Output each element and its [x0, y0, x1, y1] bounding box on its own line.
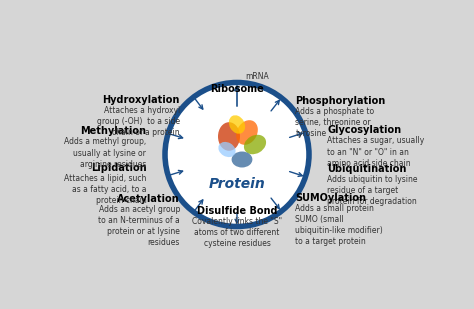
Text: Protein: Protein — [209, 177, 265, 192]
Text: Adds ubiquitin to lysine
residue of a target
protein for degradation: Adds ubiquitin to lysine residue of a ta… — [327, 175, 418, 206]
Text: Hydroxylation: Hydroxylation — [102, 95, 180, 105]
Text: Ribosome: Ribosome — [210, 84, 264, 94]
Circle shape — [165, 83, 309, 226]
Text: Disulfide Bond: Disulfide Bond — [197, 206, 277, 216]
Text: Glycosylation: Glycosylation — [327, 125, 401, 135]
Text: Lipidation: Lipidation — [91, 163, 146, 172]
Text: Acetylation: Acetylation — [118, 194, 180, 204]
Text: Covalently links the "S"
atoms of two different
cysteine residues: Covalently links the "S" atoms of two di… — [192, 217, 282, 248]
Ellipse shape — [244, 135, 266, 154]
Text: Adds a small protein
SUMO (small
ubiquitin-like modifier)
to a target protein: Adds a small protein SUMO (small ubiquit… — [295, 204, 383, 247]
Text: mRNA: mRNA — [245, 72, 269, 81]
Text: Attaches a lipid, such
as a fatty acid, to a
protein chain: Attaches a lipid, such as a fatty acid, … — [64, 174, 146, 205]
Text: Methylation: Methylation — [80, 126, 146, 137]
Text: Phosphorylation: Phosphorylation — [295, 96, 386, 106]
Text: Ubiquitination: Ubiquitination — [327, 163, 407, 174]
Text: SUMOylation: SUMOylation — [295, 193, 366, 203]
Ellipse shape — [219, 142, 236, 157]
Text: Adds a methyl group,
usually at lysine or
arginine residues: Adds a methyl group, usually at lysine o… — [64, 138, 146, 169]
Text: Attaches a sugar, usually
to an "N" or "O" in an
amino acid side chain: Attaches a sugar, usually to an "N" or "… — [327, 136, 424, 167]
Ellipse shape — [229, 115, 245, 134]
Text: Adds an acetyl group
to an N-terminus of a
protein or at lysine
residues: Adds an acetyl group to an N-terminus of… — [98, 205, 180, 247]
Ellipse shape — [236, 120, 258, 145]
Text: Adds a phosphate to
serine, threonine or
tyrosine: Adds a phosphate to serine, threonine or… — [295, 107, 374, 138]
Text: Attaches a hydroxyl
group (-OH)  to a side
chain of a protein: Attaches a hydroxyl group (-OH) to a sid… — [97, 106, 180, 137]
Ellipse shape — [218, 122, 240, 151]
Ellipse shape — [232, 151, 252, 167]
